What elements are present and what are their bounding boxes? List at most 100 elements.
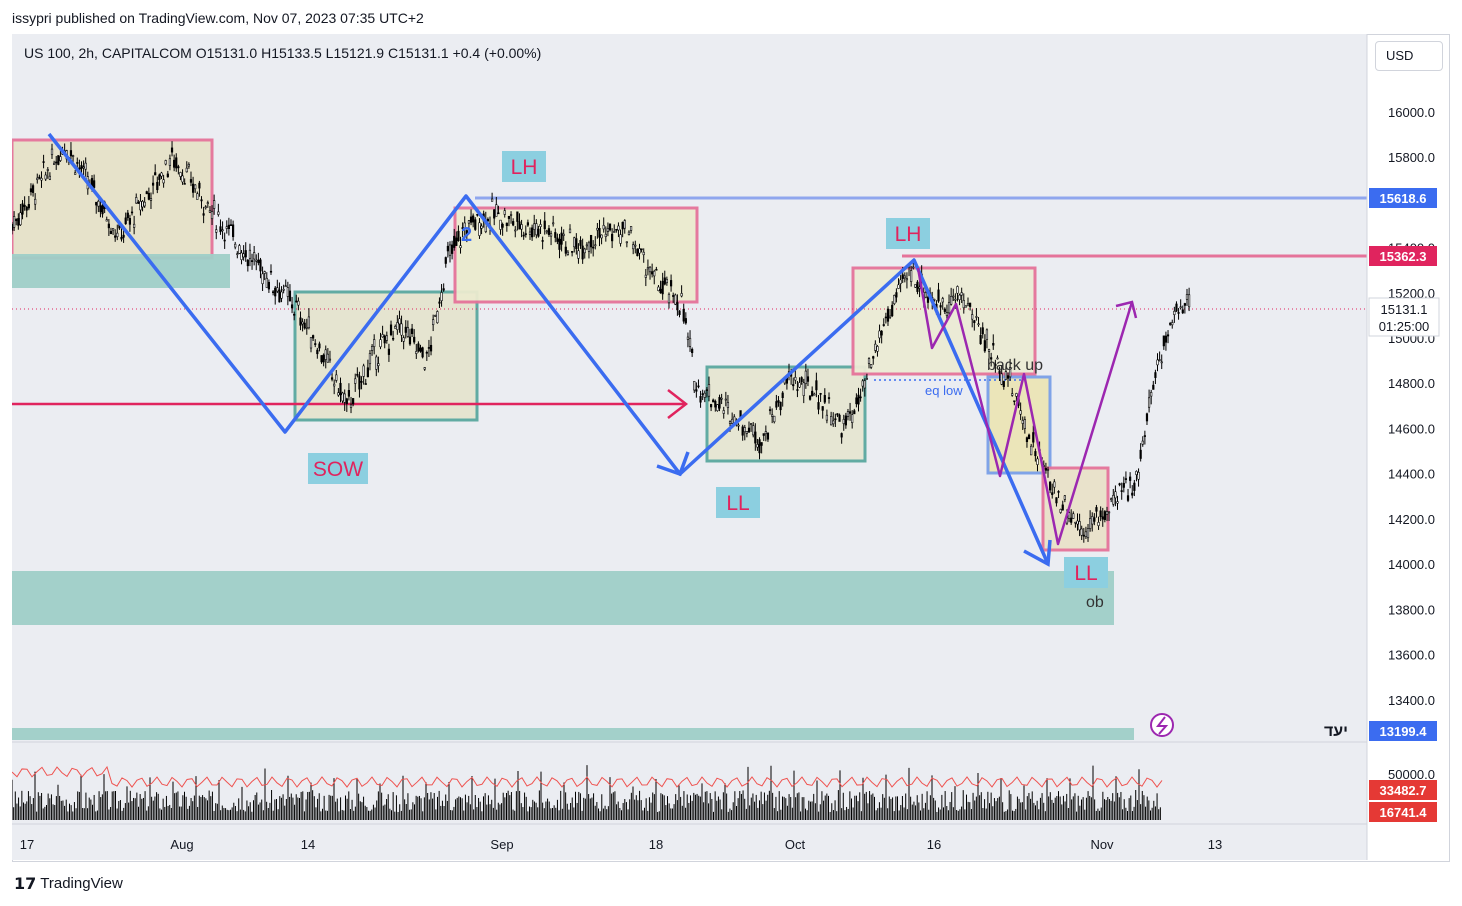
candle-body (114, 235, 117, 238)
candle-body (952, 295, 955, 298)
candle-body (585, 244, 588, 247)
candle-body (34, 198, 37, 205)
annotation-0: LH (511, 156, 538, 179)
candle-body (465, 230, 468, 237)
candle-body (545, 230, 548, 233)
candle-body (347, 390, 351, 397)
candle-body (124, 217, 127, 225)
candle-body (57, 155, 60, 165)
candle-body (1162, 335, 1165, 347)
candle-body (604, 233, 607, 237)
candle-body (425, 351, 428, 354)
candle-body (524, 233, 527, 235)
annotation-3: LH (895, 223, 922, 246)
candle-body (23, 204, 26, 207)
candle-body (394, 326, 397, 329)
candle-body (987, 349, 991, 352)
candle-body (1000, 373, 1003, 385)
x-tick-label: 13 (1208, 837, 1222, 852)
candle-body (844, 415, 847, 426)
candle-body (870, 364, 873, 368)
candle-body (617, 225, 620, 231)
candle-body (771, 414, 774, 417)
candle-body (720, 397, 723, 400)
candle-body (520, 224, 523, 230)
candle-body (208, 210, 212, 213)
candle-body (1006, 375, 1010, 379)
candle-body (926, 296, 930, 303)
currency-button[interactable]: USD (1375, 41, 1443, 71)
candle-body (1004, 371, 1007, 380)
candle-body (242, 253, 245, 258)
zone-box-1 (12, 254, 230, 288)
candle-body (667, 293, 671, 304)
candle-body (682, 308, 685, 322)
candle-body (151, 182, 155, 186)
candle-body (651, 271, 654, 275)
candle-body (312, 335, 315, 339)
candle-body (162, 179, 165, 184)
candle-body (455, 237, 458, 246)
candle-body (440, 292, 443, 302)
candle-body (74, 172, 77, 175)
candle-body (741, 426, 744, 436)
candle-body (293, 313, 296, 316)
candle-body (314, 343, 317, 345)
candle-body (1175, 303, 1178, 312)
candle-body (636, 248, 639, 257)
candle-body (362, 365, 365, 377)
lightning-bolt (1155, 716, 1169, 735)
candle-body (29, 188, 33, 193)
volume-tag-0: 33482.7 (1380, 783, 1427, 798)
tradingview-brand[interactable]: 𝟭𝟳 TradingView (14, 874, 123, 893)
candle-body (560, 232, 563, 245)
candle-body (568, 228, 572, 234)
candlestick-series (12, 141, 1191, 543)
candle-body (491, 198, 494, 202)
candle-body (135, 197, 138, 204)
candle-body (379, 339, 382, 348)
candle-body (255, 259, 258, 262)
candle-body (775, 401, 778, 408)
candle-body (1126, 495, 1130, 501)
candle-body (1053, 481, 1056, 488)
candle-body (888, 315, 892, 318)
candle-body (343, 393, 346, 403)
candle-body (154, 172, 157, 176)
candle-body (549, 233, 553, 237)
zone-box-0 (12, 138, 214, 260)
chart-canvas[interactable]: LH SOW LL LH LL 2 back up eq low ob 17 Aug 14 Sep 18 O… (12, 34, 1448, 860)
candle-body (1107, 511, 1111, 514)
candle-body (813, 393, 816, 396)
candle-body (914, 284, 917, 288)
candle-body (861, 380, 864, 387)
candle-body (726, 402, 730, 408)
candle-body (267, 281, 270, 290)
candle-body (752, 425, 755, 436)
candle-body (773, 415, 776, 423)
candle-body (17, 218, 20, 226)
candle-body (699, 396, 702, 403)
annotation-4: LL (1074, 562, 1097, 585)
candle-body (177, 166, 180, 169)
candle-body (1023, 419, 1026, 429)
x-tick-label: Oct (785, 837, 806, 852)
candle-body (227, 224, 230, 230)
candle-body (46, 169, 49, 171)
y-tick-label: 16000.0 (1388, 105, 1435, 120)
candle-body (189, 179, 193, 183)
candle-body (977, 323, 980, 326)
candle-body (802, 382, 805, 396)
candle-body (168, 158, 172, 166)
candle-body (981, 327, 984, 335)
candle-body (998, 370, 1001, 374)
annotation-2: LL (726, 492, 749, 515)
price-tag-bg-2 (1369, 721, 1437, 741)
zone-box-8 (12, 571, 1114, 625)
candle-body (1021, 420, 1024, 424)
candle-body (602, 225, 605, 230)
candle-body (968, 302, 972, 307)
candle-body (1025, 437, 1029, 443)
candle-body (53, 162, 56, 165)
candle-body (627, 231, 631, 236)
